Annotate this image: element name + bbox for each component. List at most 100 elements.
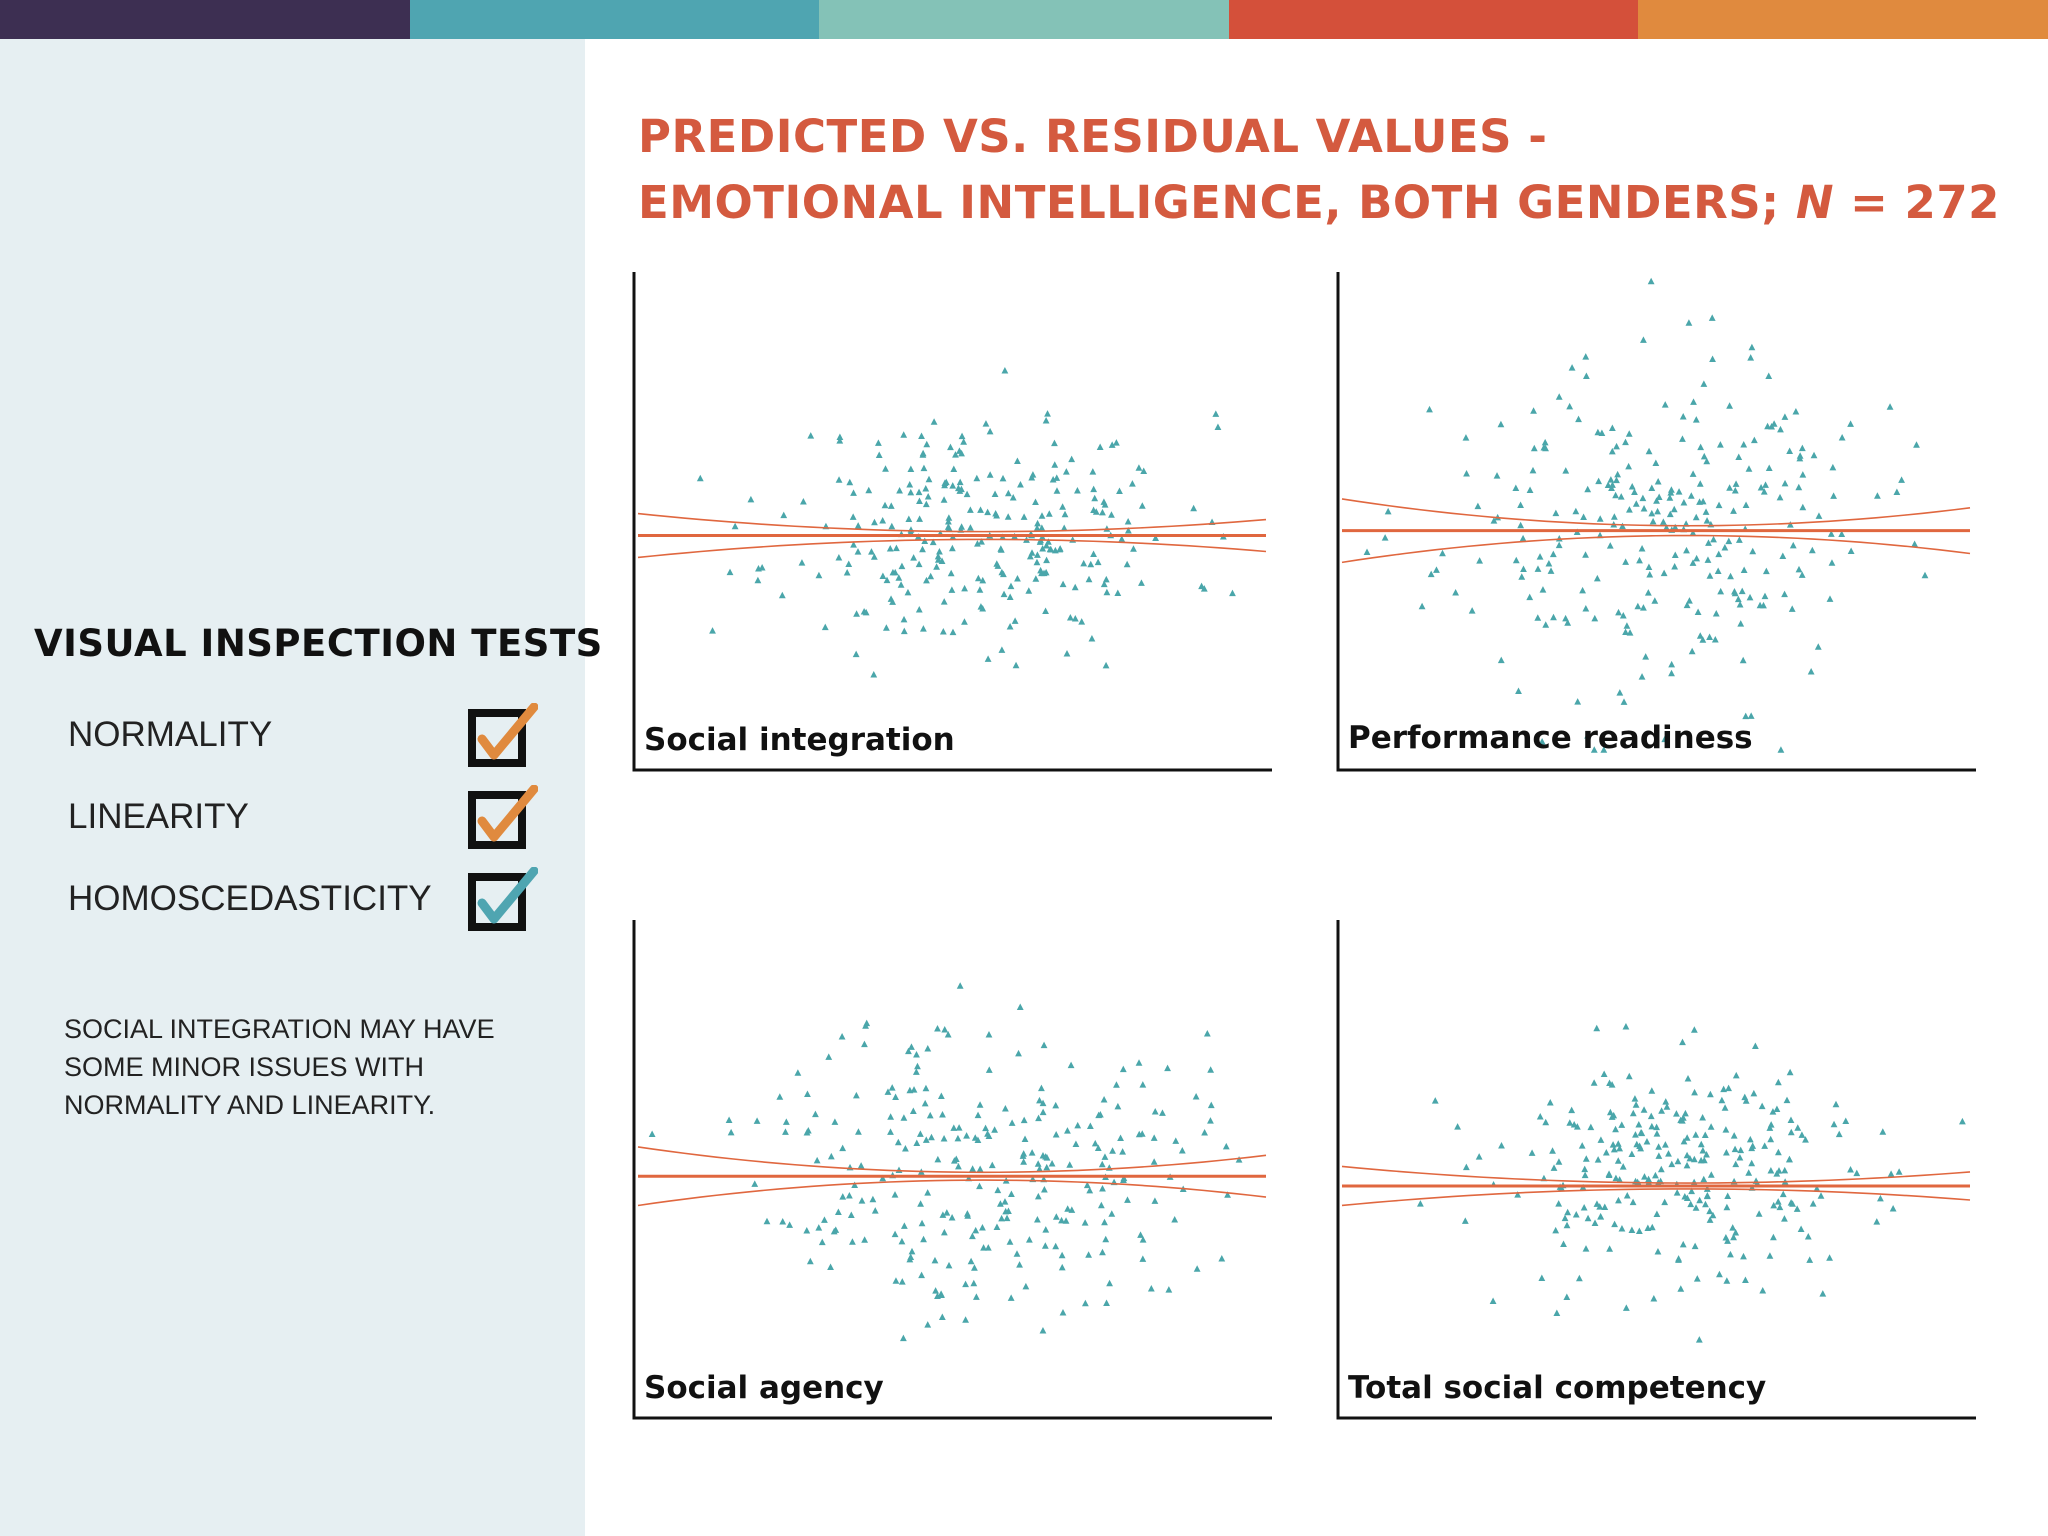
- scatter-point: [1828, 559, 1836, 566]
- scatter-point: [948, 544, 956, 552]
- scatter-point: [1606, 1245, 1614, 1252]
- scatter-point: [1074, 1121, 1082, 1129]
- scatter-point: [972, 1226, 980, 1234]
- scatter-point: [902, 1145, 909, 1152]
- scatter-point: [1427, 570, 1435, 578]
- scatter-point: [1528, 1149, 1536, 1156]
- scatter-point: [1462, 1163, 1470, 1171]
- scatter-point: [1081, 1299, 1089, 1307]
- scatter-point: [889, 568, 897, 576]
- scatter-point: [1765, 372, 1773, 380]
- scatter-point: [1600, 1070, 1608, 1077]
- scatter-point: [1613, 442, 1620, 450]
- scatter-point: [1776, 1203, 1784, 1211]
- scatter-point: [1677, 1285, 1685, 1292]
- scatter-point: [1053, 474, 1061, 481]
- scatter-point: [1038, 1084, 1045, 1092]
- scatter-point: [1044, 538, 1052, 545]
- scatter-point: [1042, 416, 1050, 424]
- color-segment-2: [409, 0, 820, 39]
- scatter-point: [994, 562, 1002, 569]
- scatter-point: [1711, 636, 1719, 643]
- scatter-point: [954, 1134, 962, 1142]
- scatter-point: [1787, 1128, 1795, 1136]
- scatter-point: [1009, 494, 1017, 501]
- scatter-point: [1692, 513, 1700, 521]
- scatter-point: [1640, 1106, 1648, 1113]
- scatter-point: [1608, 1113, 1616, 1120]
- scatter-point: [1730, 1233, 1737, 1241]
- scatter-point: [887, 595, 895, 602]
- scatter-point: [1034, 1160, 1042, 1167]
- scatter-plot: [632, 920, 1272, 1420]
- scatter-point: [1671, 562, 1679, 570]
- scatter-point: [1123, 560, 1131, 568]
- scatter-point: [1622, 1304, 1630, 1311]
- scatter-point: [955, 1162, 962, 1170]
- scatter-point: [1658, 1107, 1666, 1114]
- scatter-point: [1113, 1081, 1120, 1088]
- scatter-point: [961, 618, 968, 625]
- scatter-point: [1165, 1286, 1173, 1293]
- scatter-point: [960, 438, 968, 445]
- scatter-point: [1534, 565, 1542, 572]
- scatter-point: [1766, 1252, 1774, 1259]
- scatter-point: [846, 478, 854, 486]
- scatter-point: [870, 553, 878, 560]
- scatter-point: [1779, 1190, 1787, 1198]
- scatter-point: [1738, 587, 1746, 595]
- scatter-point: [977, 603, 985, 610]
- scatter-point: [1071, 583, 1079, 591]
- scatter-point: [1740, 566, 1748, 574]
- scatter-point: [1597, 1213, 1605, 1220]
- scatter-point: [1654, 507, 1661, 515]
- scatter-point: [1584, 732, 1591, 739]
- scatter-point: [1722, 1233, 1730, 1241]
- scatter-point: [1847, 1165, 1854, 1173]
- scatter-point: [939, 1111, 946, 1118]
- scatter-point: [1703, 1192, 1711, 1200]
- scatter-point: [806, 1257, 814, 1265]
- scatter-point: [1757, 483, 1765, 491]
- scatter-point: [1703, 457, 1711, 465]
- scatter-point: [1640, 336, 1647, 343]
- scatter-point: [825, 1053, 833, 1060]
- scatter-point: [1799, 471, 1807, 478]
- scatter-point: [1590, 1079, 1598, 1086]
- scatter-point: [1454, 1123, 1461, 1130]
- ci-lower-line: [1341, 1188, 1971, 1207]
- checkbox-homoscedasticity: [468, 867, 538, 931]
- scatter-point: [1675, 488, 1683, 495]
- scatter-point: [897, 581, 905, 588]
- scatter-point: [1685, 319, 1693, 326]
- scatter-point: [839, 1144, 847, 1152]
- scatter-point: [1614, 470, 1622, 478]
- scatter-point: [956, 447, 963, 454]
- scatter-point: [1838, 433, 1846, 441]
- scatter-point: [852, 1091, 860, 1099]
- scatter-point: [1582, 1155, 1590, 1162]
- scatter-point: [1564, 1208, 1572, 1216]
- scatter-point: [945, 518, 952, 525]
- scatter-point: [1813, 1185, 1821, 1192]
- scatter-point: [1615, 1196, 1622, 1204]
- scatter-point: [1781, 413, 1789, 420]
- scatter-point: [1729, 1224, 1737, 1231]
- scatter-point: [1638, 673, 1646, 680]
- scatter-point: [925, 475, 933, 483]
- scatter-point: [1670, 505, 1678, 513]
- scatter-point: [1680, 498, 1688, 506]
- scatter-point: [1011, 617, 1019, 624]
- scatter-point: [1545, 559, 1553, 567]
- scatter-point: [1119, 1065, 1127, 1073]
- scatter-point: [847, 1211, 855, 1218]
- scatter-point: [1762, 567, 1770, 575]
- scatter-point: [843, 569, 851, 576]
- scatter-point: [924, 1189, 932, 1196]
- scatter-point: [1546, 1098, 1554, 1106]
- scatter-point: [1474, 502, 1482, 510]
- scatter-point: [1097, 1201, 1105, 1209]
- ci-upper-line: [637, 512, 1267, 533]
- scatter-point: [1572, 507, 1580, 515]
- scatter-point: [985, 1031, 993, 1038]
